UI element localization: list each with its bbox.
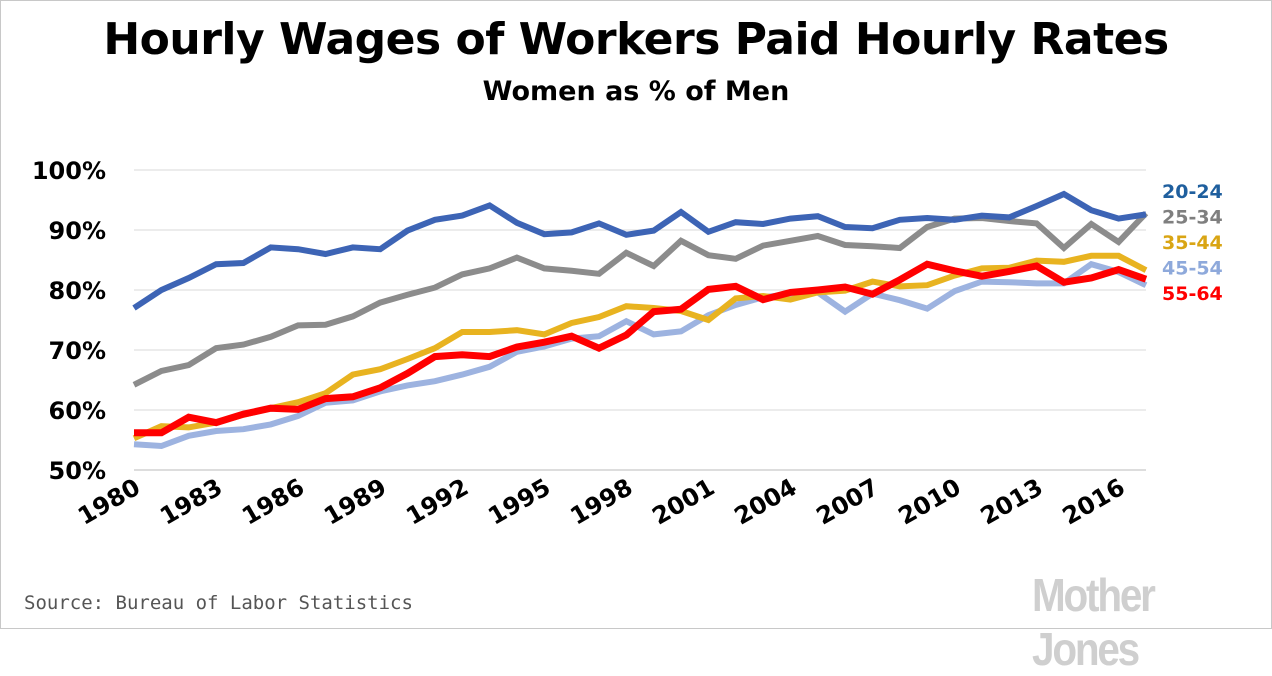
x-tick-label: 2016 xyxy=(1058,473,1130,531)
brand-logo: Mother Jones xyxy=(1032,569,1156,675)
series-line-35-44 xyxy=(132,252,1148,441)
y-tick-label: 60% xyxy=(49,397,106,425)
x-tick-label: 1989 xyxy=(319,473,391,531)
y-tick-label: 80% xyxy=(49,277,106,305)
series-line-55-64 xyxy=(134,260,1148,437)
series-line-20-24 xyxy=(132,190,1147,311)
x-tick-label: 1992 xyxy=(401,473,473,531)
chart-subtitle: Women as % of Men xyxy=(482,76,790,107)
x-tick-label: 1986 xyxy=(237,473,309,531)
x-tick-label: 2001 xyxy=(648,473,720,531)
x-tick-label: 2004 xyxy=(730,473,802,531)
chart-frame xyxy=(0,0,1272,629)
legend-label-55-64: 55-64 xyxy=(1162,283,1223,305)
y-tick-label: 90% xyxy=(49,217,106,245)
x-tick-label: 1995 xyxy=(483,473,555,531)
chart-title: Hourly Wages of Workers Paid Hourly Rate… xyxy=(103,14,1169,65)
y-tick-label: 50% xyxy=(49,457,106,485)
legend-label-25-34: 25-34 xyxy=(1162,207,1223,229)
y-tick-label: 100% xyxy=(32,157,106,185)
series-lines xyxy=(132,190,1149,450)
x-tick-label: 2007 xyxy=(812,473,884,531)
x-axis-ticks: 1980 1983 1986 1989 1992 1995 1998 2001 2004 2007… xyxy=(73,473,1129,531)
x-tick-label: 2013 xyxy=(976,473,1048,531)
y-axis-ticks: 50% 60% 70% 80% 90% 100% xyxy=(32,157,106,485)
x-tick-label: 2010 xyxy=(894,473,966,531)
legend: 20-24 25-34 35-44 45-54 55-64 xyxy=(1162,181,1223,305)
source-note: Source: Bureau of Labor Statistics xyxy=(24,592,413,614)
legend-label-20-24: 20-24 xyxy=(1162,181,1223,203)
series-line-45-54 xyxy=(133,260,1148,450)
x-tick-label: 1983 xyxy=(155,473,227,531)
y-tick-label: 70% xyxy=(49,337,106,365)
legend-label-45-54: 45-54 xyxy=(1162,258,1223,280)
series-line-25-34 xyxy=(132,211,1149,388)
x-tick-label: 1998 xyxy=(565,473,637,531)
legend-label-35-44: 35-44 xyxy=(1162,232,1223,254)
line-chart: 50% 60% 70% 80% 90% 100% 1980 1983 1986 1989 1992… xyxy=(32,157,1223,531)
